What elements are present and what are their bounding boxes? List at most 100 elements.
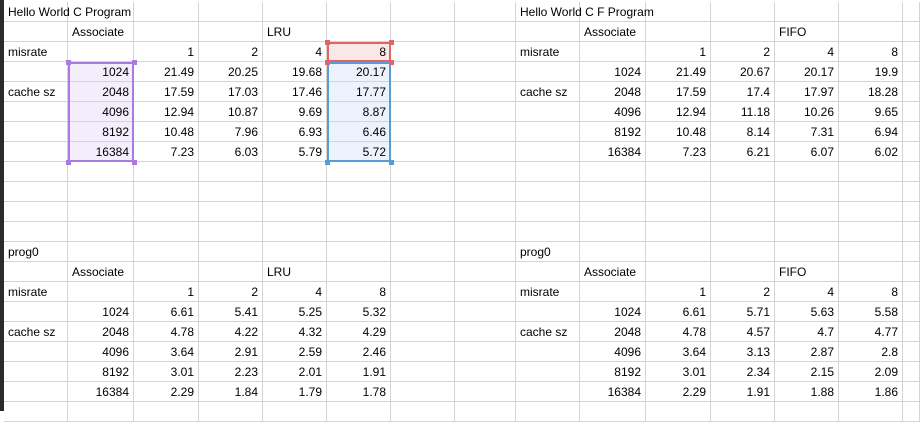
grid-cell[interactable] bbox=[580, 202, 646, 222]
grid-cell[interactable] bbox=[903, 102, 920, 122]
grid-cell[interactable] bbox=[199, 2, 263, 22]
grid-cell[interactable] bbox=[455, 202, 516, 222]
cache-size-label[interactable]: cache sz bbox=[4, 322, 68, 342]
grid-cell[interactable] bbox=[711, 2, 775, 22]
grid-cell[interactable] bbox=[516, 402, 580, 422]
grid-cell[interactable] bbox=[580, 222, 646, 242]
grid-cell[interactable] bbox=[516, 22, 580, 42]
policy-label[interactable]: LRU bbox=[263, 262, 327, 282]
miss-rate-cell[interactable]: 5.72 bbox=[327, 142, 391, 162]
grid-cell[interactable] bbox=[839, 202, 903, 222]
miss-rate-cell[interactable]: 2.34 bbox=[711, 362, 775, 382]
miss-rate-cell[interactable]: 5.32 bbox=[327, 302, 391, 322]
grid-cell[interactable] bbox=[199, 402, 263, 422]
cache-size-value[interactable]: 1024 bbox=[68, 62, 134, 82]
grid-cell[interactable] bbox=[199, 162, 263, 182]
grid-cell[interactable] bbox=[646, 162, 711, 182]
grid-cell[interactable] bbox=[839, 262, 903, 282]
grid-cell[interactable] bbox=[775, 402, 839, 422]
cache-size-label[interactable]: cache sz bbox=[516, 322, 580, 342]
grid-cell[interactable] bbox=[391, 282, 455, 302]
grid-cell[interactable] bbox=[580, 402, 646, 422]
miss-rate-cell[interactable]: 1.88 bbox=[775, 382, 839, 402]
policy-label[interactable]: FIFO bbox=[775, 22, 839, 42]
miss-rate-cell[interactable]: 4.32 bbox=[263, 322, 327, 342]
grid-cell[interactable] bbox=[903, 282, 920, 302]
miss-rate-cell[interactable]: 6.93 bbox=[263, 122, 327, 142]
grid-cell[interactable] bbox=[199, 22, 263, 42]
cache-size-value[interactable]: 16384 bbox=[580, 382, 646, 402]
grid-cell[interactable] bbox=[68, 2, 134, 22]
grid-cell[interactable] bbox=[516, 142, 580, 162]
grid-cell[interactable] bbox=[68, 402, 134, 422]
miss-rate-cell[interactable]: 5.41 bbox=[199, 302, 263, 322]
grid-cell[interactable] bbox=[516, 222, 580, 242]
grid-cell[interactable] bbox=[134, 242, 199, 262]
grid-cell[interactable] bbox=[775, 182, 839, 202]
way-header[interactable]: 8 bbox=[839, 42, 903, 62]
grid-cell[interactable] bbox=[903, 262, 920, 282]
grid-cell[interactable] bbox=[391, 22, 455, 42]
grid-cell[interactable] bbox=[263, 162, 327, 182]
cache-size-value[interactable]: 4096 bbox=[580, 102, 646, 122]
way-header[interactable]: 8 bbox=[327, 42, 391, 62]
miss-rate-cell[interactable]: 7.96 bbox=[199, 122, 263, 142]
grid-cell[interactable] bbox=[516, 182, 580, 202]
grid-cell[interactable] bbox=[455, 62, 516, 82]
grid-cell[interactable] bbox=[580, 282, 646, 302]
grid-cell[interactable] bbox=[263, 2, 327, 22]
grid-cell[interactable] bbox=[516, 382, 580, 402]
selection-handle[interactable] bbox=[389, 40, 394, 45]
grid-cell[interactable] bbox=[391, 62, 455, 82]
grid-cell[interactable] bbox=[775, 242, 839, 262]
miss-rate-cell[interactable]: 10.48 bbox=[134, 122, 199, 142]
miss-rate-cell[interactable]: 6.21 bbox=[711, 142, 775, 162]
way-header[interactable]: 2 bbox=[711, 42, 775, 62]
grid-cell[interactable] bbox=[903, 2, 920, 22]
grid-cell[interactable] bbox=[775, 162, 839, 182]
grid-cell[interactable] bbox=[580, 182, 646, 202]
way-header[interactable]: 1 bbox=[134, 282, 199, 302]
grid-cell[interactable] bbox=[391, 2, 455, 22]
grid-cell[interactable] bbox=[903, 202, 920, 222]
grid-cell[interactable] bbox=[391, 262, 455, 282]
grid-cell[interactable] bbox=[455, 162, 516, 182]
grid-cell[interactable] bbox=[391, 142, 455, 162]
policy-label[interactable]: FIFO bbox=[775, 262, 839, 282]
grid-cell[interactable] bbox=[327, 2, 391, 22]
grid-cell[interactable] bbox=[903, 382, 920, 402]
miss-rate-cell[interactable]: 17.4 bbox=[711, 82, 775, 102]
grid-cell[interactable] bbox=[4, 222, 68, 242]
grid-cell[interactable] bbox=[134, 22, 199, 42]
grid-cell[interactable] bbox=[711, 22, 775, 42]
miss-rate-cell[interactable]: 3.01 bbox=[646, 362, 711, 382]
grid-cell[interactable] bbox=[711, 402, 775, 422]
miss-rate-cell[interactable]: 17.03 bbox=[199, 82, 263, 102]
miss-rate-cell[interactable]: 10.48 bbox=[646, 122, 711, 142]
grid-cell[interactable] bbox=[391, 222, 455, 242]
miss-rate-cell[interactable]: 17.77 bbox=[327, 82, 391, 102]
grid-cell[interactable] bbox=[711, 162, 775, 182]
grid-cell[interactable] bbox=[68, 42, 134, 62]
miss-rate-cell[interactable]: 17.97 bbox=[775, 82, 839, 102]
grid-cell[interactable] bbox=[839, 402, 903, 422]
miss-rate-cell[interactable]: 19.9 bbox=[839, 62, 903, 82]
grid-cell[interactable] bbox=[646, 182, 711, 202]
cache-size-value[interactable]: 8192 bbox=[68, 122, 134, 142]
grid-cell[interactable] bbox=[903, 342, 920, 362]
miss-rate-cell[interactable]: 2.59 bbox=[263, 342, 327, 362]
grid-cell[interactable] bbox=[68, 242, 134, 262]
cache-size-value[interactable]: 16384 bbox=[68, 142, 134, 162]
miss-rate-cell[interactable]: 5.79 bbox=[263, 142, 327, 162]
grid-cell[interactable] bbox=[199, 202, 263, 222]
miss-rate-cell[interactable]: 2.46 bbox=[327, 342, 391, 362]
miss-rate-cell[interactable]: 17.59 bbox=[134, 82, 199, 102]
miss-rate-cell[interactable]: 17.46 bbox=[263, 82, 327, 102]
misrate-label[interactable]: misrate bbox=[4, 42, 68, 62]
miss-rate-cell[interactable]: 2.87 bbox=[775, 342, 839, 362]
miss-rate-cell[interactable]: 3.64 bbox=[646, 342, 711, 362]
grid-cell[interactable] bbox=[839, 242, 903, 262]
grid-cell[interactable] bbox=[263, 202, 327, 222]
grid-cell[interactable] bbox=[391, 302, 455, 322]
grid-cell[interactable] bbox=[903, 222, 920, 242]
